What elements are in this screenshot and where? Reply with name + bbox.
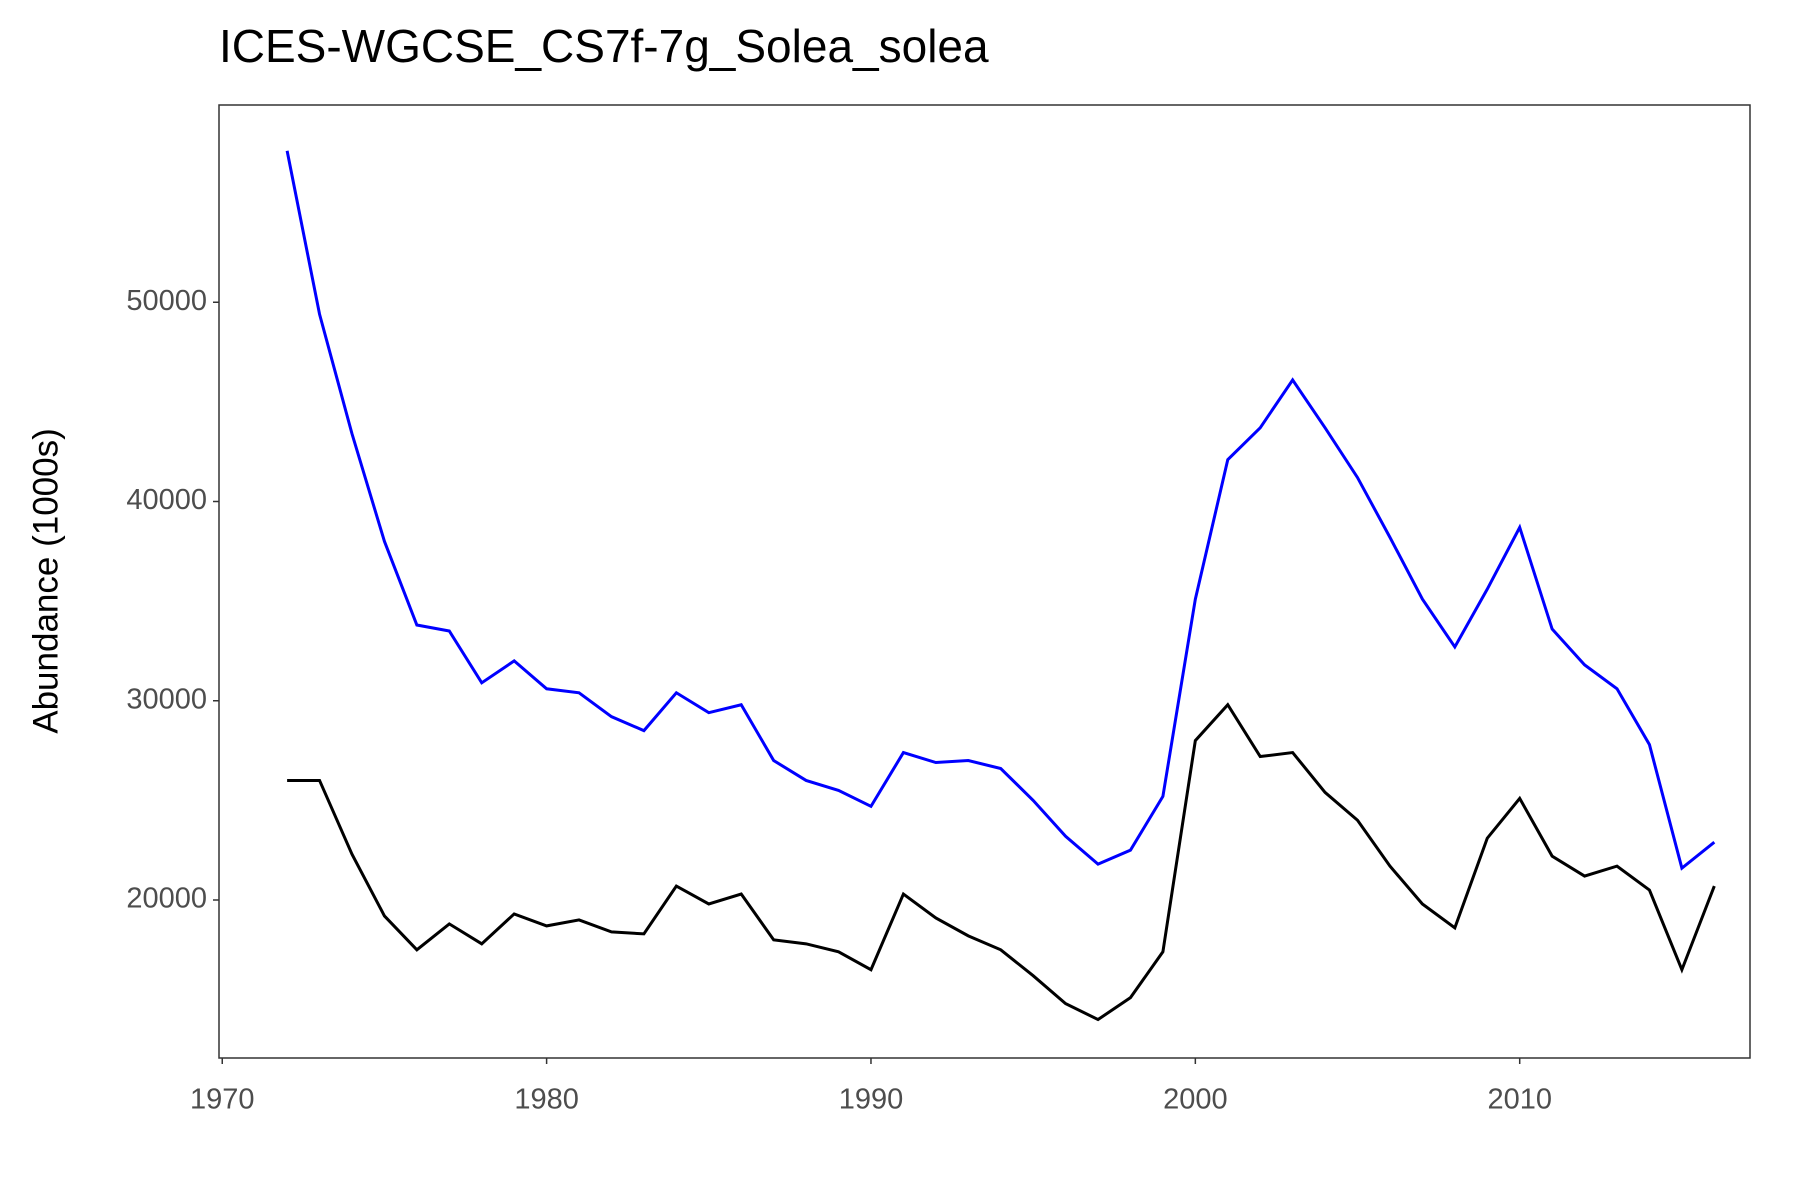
y-axis-label: Abundance (1000s) <box>26 428 65 734</box>
series-line <box>287 702 1716 1022</box>
y-tick-label: 50000 <box>126 285 207 317</box>
plot-panel <box>218 104 1751 1059</box>
series-line <box>285 150 1716 871</box>
y-tick-label: 40000 <box>126 484 207 516</box>
chart-title: ICES-WGCSE_CS7f-7g_Solea_solea <box>219 20 989 72</box>
y-tick-label: 30000 <box>126 683 207 715</box>
x-tick-label: 1970 <box>190 1084 255 1116</box>
x-tick-label: 1980 <box>514 1084 579 1116</box>
y-tick-label: 20000 <box>126 883 207 915</box>
x-tick-label: 2000 <box>1163 1084 1228 1116</box>
x-tick-label: 2010 <box>1487 1084 1552 1116</box>
x-tick-label: 1990 <box>839 1084 904 1116</box>
